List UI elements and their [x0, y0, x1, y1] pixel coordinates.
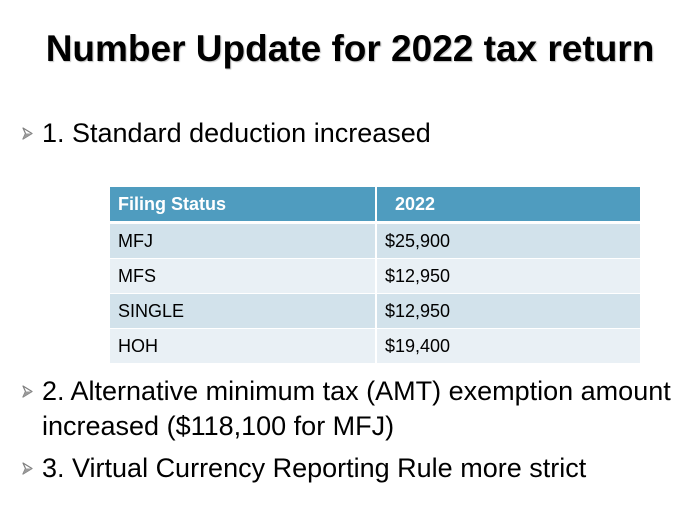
bullet-text: 3. Virtual Currency Reporting Rule more …	[42, 453, 587, 483]
slide-title: Number Update for 2022 tax return	[45, 28, 655, 69]
bullet-item-3: 3. Virtual Currency Reporting Rule more …	[22, 451, 586, 486]
table-row: SINGLE $12,950	[110, 293, 640, 329]
arrow-bullet-icon	[22, 116, 42, 140]
filing-status-cell: MFS	[110, 258, 377, 294]
deduction-amount-cell: $12,950	[376, 258, 640, 294]
bullet-item-2: 2. Alternative minimum tax (AMT) exempti…	[22, 374, 682, 444]
arrow-bullet-icon	[22, 451, 42, 475]
arrow-bullet-icon	[22, 374, 42, 398]
bullet-text: 1. Standard deduction increased	[42, 118, 431, 148]
table-header-row: Filing Status 2022	[110, 187, 640, 224]
filing-status-cell: HOH	[110, 328, 377, 364]
filing-status-cell: SINGLE	[110, 293, 377, 329]
deduction-amount-cell: $25,900	[376, 222, 640, 259]
table-row: MFS $12,950	[110, 258, 640, 294]
column-header-year: 2022	[376, 187, 640, 224]
deduction-amount-cell: $19,400	[376, 328, 640, 364]
bullet-text: 2. Alternative minimum tax (AMT) exempti…	[42, 376, 671, 441]
table-row: HOH $19,400	[110, 328, 640, 364]
filing-status-cell: MFJ	[110, 222, 377, 259]
standard-deduction-table: Filing Status 2022 MFJ $25,900 MFS $12,9…	[110, 187, 640, 364]
bullet-item-1: 1. Standard deduction increased	[22, 116, 431, 151]
deduction-amount-cell: $12,950	[376, 293, 640, 329]
column-header-filing-status: Filing Status	[110, 187, 377, 224]
table-row: MFJ $25,900	[110, 222, 640, 259]
